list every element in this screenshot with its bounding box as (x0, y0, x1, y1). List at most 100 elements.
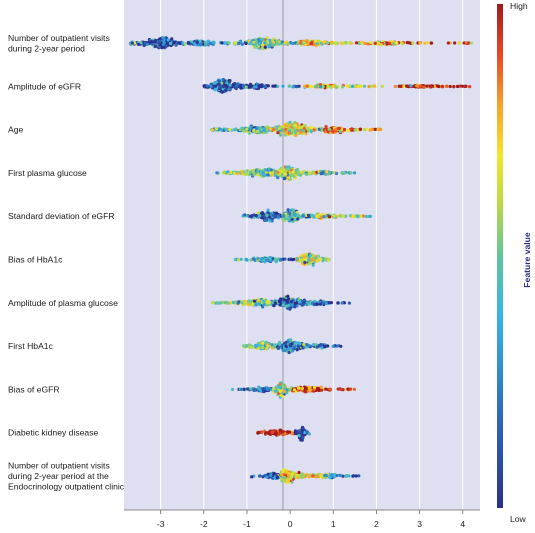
data-point (162, 41, 166, 45)
data-point (405, 84, 409, 88)
data-point (308, 171, 312, 175)
data-point (349, 171, 353, 175)
feature-label: Amplitude of eGFR (8, 81, 81, 91)
data-point (292, 85, 296, 89)
data-point (453, 41, 457, 45)
data-point (330, 42, 334, 46)
data-point (261, 388, 265, 392)
data-point (324, 387, 328, 391)
data-point (250, 303, 254, 307)
feature-label: Number of outpatient visits (8, 461, 110, 471)
data-point (263, 84, 267, 89)
data-point (308, 388, 312, 392)
data-point (337, 126, 341, 130)
data-point (415, 84, 419, 88)
data-point (137, 42, 141, 46)
data-point (362, 84, 367, 88)
data-point (258, 343, 263, 348)
data-point (240, 127, 245, 131)
data-point (257, 84, 261, 88)
data-point (217, 87, 222, 91)
x-tick-label: 4 (460, 519, 465, 529)
data-point (282, 172, 286, 176)
data-point (332, 214, 336, 218)
data-point (265, 475, 269, 479)
data-point (232, 171, 237, 175)
data-point (297, 434, 301, 438)
data-point (287, 167, 291, 171)
data-point (279, 258, 283, 262)
data-point (409, 84, 413, 88)
data-point (296, 217, 300, 221)
colorbar-low-label: Low (510, 514, 527, 524)
data-point (300, 435, 304, 439)
data-point (199, 42, 203, 46)
data-point (193, 42, 197, 46)
data-point (258, 474, 262, 478)
data-point (298, 41, 303, 45)
data-point (401, 42, 405, 46)
data-point (259, 257, 263, 262)
data-point (254, 302, 258, 306)
data-point (162, 37, 166, 41)
data-point (215, 301, 219, 305)
data-point (411, 41, 415, 45)
data-point (254, 85, 259, 89)
data-point (282, 298, 286, 302)
data-point (271, 84, 275, 88)
data-point (302, 300, 306, 305)
data-point (250, 475, 254, 479)
data-point (256, 169, 260, 174)
data-point (274, 257, 278, 261)
data-point (276, 84, 280, 88)
data-point (255, 129, 260, 133)
data-point (339, 41, 344, 45)
data-point (299, 438, 303, 442)
data-point (242, 129, 246, 133)
data-point (392, 42, 396, 46)
data-point (342, 127, 347, 132)
data-point (379, 43, 383, 47)
feature-label: First HbA1c (8, 341, 54, 351)
data-point (446, 41, 450, 45)
data-point (265, 258, 269, 262)
data-point (260, 46, 264, 50)
data-point (323, 345, 327, 349)
feature-label: Bias of eGFR (8, 384, 60, 394)
data-point (257, 302, 262, 306)
data-point (356, 84, 360, 88)
data-point (249, 126, 253, 130)
data-point (351, 474, 355, 478)
data-point (344, 41, 348, 45)
data-point (293, 301, 297, 305)
x-tick-label: -3 (157, 519, 165, 529)
data-point (358, 127, 362, 131)
data-point (341, 474, 345, 478)
data-point (220, 90, 224, 94)
data-point (239, 387, 244, 392)
data-point (265, 213, 269, 217)
data-point (130, 41, 135, 45)
data-point (307, 258, 311, 262)
data-point (262, 174, 267, 178)
data-point (195, 40, 199, 44)
x-tick-label: -2 (200, 519, 208, 529)
data-point (263, 45, 267, 49)
data-point (301, 214, 305, 218)
data-point (258, 214, 262, 218)
feature-label: First plasma glucose (8, 168, 87, 178)
data-point (299, 125, 304, 129)
data-point (440, 84, 444, 88)
data-point (298, 342, 302, 346)
data-point (303, 390, 308, 394)
data-point (356, 214, 360, 218)
data-point (302, 342, 306, 347)
data-point (281, 217, 285, 221)
data-points (129, 35, 473, 484)
data-point (261, 171, 266, 175)
data-point (314, 475, 318, 479)
data-point (306, 41, 310, 45)
data-point (331, 84, 335, 88)
data-point (234, 41, 238, 45)
